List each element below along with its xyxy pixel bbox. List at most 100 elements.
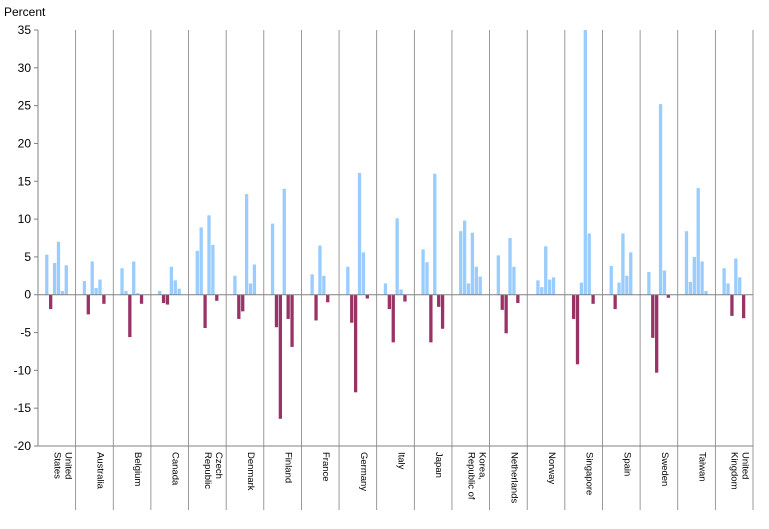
- bar: [290, 294, 294, 347]
- bar: [165, 294, 170, 305]
- bar: [318, 245, 322, 295]
- bar: [696, 188, 700, 295]
- category-label: Italy: [396, 452, 407, 470]
- category-label: Australia: [94, 452, 105, 490]
- bar: [629, 252, 633, 295]
- bar: [169, 266, 174, 295]
- bar: [583, 30, 587, 295]
- bar: [207, 215, 211, 295]
- bar: [613, 294, 617, 310]
- bar: [45, 254, 49, 295]
- bar: [322, 275, 326, 295]
- bar: [496, 255, 500, 295]
- bar: [94, 287, 98, 295]
- bar: [203, 294, 207, 329]
- bar: [700, 261, 704, 295]
- y-tick-label: -10: [14, 363, 32, 377]
- bar: [508, 238, 512, 295]
- bar: [425, 262, 429, 295]
- bar: [383, 283, 388, 295]
- category-label: Singapore: [584, 452, 595, 495]
- y-tick-label: 15: [18, 174, 32, 188]
- category-label: Belgium: [132, 452, 143, 486]
- bar: [274, 294, 279, 328]
- bar: [536, 280, 540, 295]
- category-label: States: [51, 452, 62, 479]
- bar: [86, 294, 90, 315]
- bar: [726, 283, 730, 295]
- bar: [662, 270, 667, 295]
- bar: [437, 294, 441, 307]
- y-tick-label: -20: [14, 439, 32, 453]
- bar: [551, 277, 556, 295]
- bar: [102, 294, 106, 304]
- bar: [399, 289, 403, 295]
- category-label: Czech: [213, 452, 224, 479]
- y-tick-label: 30: [18, 61, 32, 75]
- bar: [395, 218, 399, 295]
- bar: [124, 290, 128, 295]
- bar: [651, 294, 655, 338]
- bar: [741, 294, 746, 319]
- bar: [98, 279, 102, 295]
- y-tick-label: 25: [18, 99, 32, 113]
- bar: [591, 294, 595, 304]
- bar: [278, 294, 283, 419]
- bar: [462, 220, 467, 295]
- bar: [161, 294, 166, 304]
- bar: [139, 294, 144, 304]
- bar: [286, 294, 290, 319]
- bar: [478, 276, 482, 295]
- bar: [421, 249, 425, 295]
- bar: [617, 282, 621, 295]
- category-label: Republic: [202, 452, 213, 489]
- bar: [666, 294, 671, 298]
- bar: [282, 188, 286, 295]
- axes: [34, 29, 753, 447]
- bar: [459, 231, 463, 295]
- bar: [64, 265, 68, 295]
- bar: [609, 265, 613, 295]
- bar: [470, 232, 475, 295]
- bar: [684, 231, 689, 295]
- bar: [512, 266, 516, 295]
- bar: [357, 172, 362, 295]
- bar: [391, 294, 395, 343]
- bar: [500, 294, 504, 310]
- bar: [658, 104, 663, 295]
- bar: [587, 233, 591, 295]
- bar: [474, 266, 478, 295]
- category-label: Denmark: [245, 452, 256, 491]
- bar: [540, 287, 544, 295]
- category-label: Finland: [283, 452, 294, 483]
- bar: [547, 279, 552, 295]
- y-tick-label: -15: [14, 401, 32, 415]
- bar: [387, 294, 391, 310]
- category-separators: [75, 30, 754, 510]
- category-label: Spain: [621, 452, 632, 476]
- y-tick-label: -5: [20, 326, 31, 340]
- bar: [56, 241, 61, 295]
- bar: [248, 283, 253, 295]
- bar: [310, 274, 314, 295]
- bar: [571, 294, 576, 319]
- bar: [52, 262, 57, 295]
- y-axis-title: Percent: [4, 5, 46, 19]
- bar: [466, 283, 471, 295]
- bar: [403, 294, 407, 302]
- bar: [647, 272, 651, 295]
- y-tick-label: 20: [18, 136, 32, 150]
- bar: [173, 280, 177, 295]
- bar: [135, 293, 140, 295]
- bar: [177, 288, 181, 295]
- bar: [692, 256, 696, 295]
- bar: [314, 294, 318, 321]
- bars: [45, 30, 746, 419]
- y-axis-tick-labels: 35 30 25 20 15 10 5 0 -5 -10 -15 -20: [14, 23, 32, 453]
- bar: [625, 275, 629, 295]
- bar: [504, 294, 508, 334]
- bar: [730, 294, 734, 316]
- bar: [237, 294, 241, 319]
- y-tick-label: 5: [24, 250, 31, 264]
